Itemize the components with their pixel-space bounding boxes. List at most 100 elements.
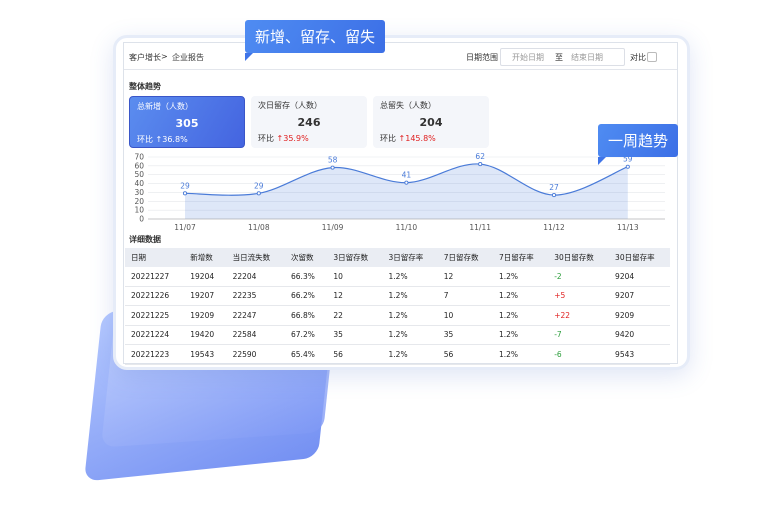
table-cell: 56 (437, 344, 493, 365)
breadcrumb-link[interactable]: 客户增长 (129, 53, 161, 62)
x-tick-label: 11/13 (617, 223, 639, 232)
kpi-label: 总新增（人数） (137, 102, 193, 111)
kpi-change-label: 环比 (380, 134, 396, 143)
table-cell: -6 (548, 344, 610, 365)
kpi-card: 总留失（人数） 204 环比 ↑145.8% (373, 96, 489, 148)
y-tick-label: 30 (134, 188, 144, 197)
kpi-label: 次日留存（人数） (258, 101, 322, 110)
kpi-card[interactable]: 总新增（人数） 305 环比 ↑36.8% (129, 96, 245, 148)
y-tick-label: 0 (139, 215, 144, 224)
table-cell: 12 (437, 267, 493, 287)
point (256, 191, 261, 196)
kpi-change: ↑145.8% (398, 134, 436, 143)
data-label: 41 (402, 171, 412, 180)
table-cell: 1.2% (492, 286, 549, 306)
start-date[interactable]: 开始日期 (512, 53, 544, 62)
table-cell: 9420 (609, 325, 670, 345)
table-header: 日期 新增数 当日流失数 次留数 3日留存数 3日留存率 7日留存数 7日留存率 30日留存数 3… (125, 248, 670, 267)
kpi-card: 次日留存（人数） 246 环比 ↑35.9% (251, 96, 367, 148)
table-cell: 35 (327, 325, 383, 345)
x-tick-label: 11/10 (396, 223, 418, 232)
table-cell: 20221226 (125, 286, 185, 306)
table-cell: 20221227 (125, 267, 185, 287)
table-cell: 22204 (226, 267, 286, 287)
data-label: 27 (549, 183, 559, 192)
callout: 一周趋势 (598, 124, 679, 165)
point (330, 165, 335, 170)
date-range-input[interactable] (500, 48, 625, 66)
column-header: 30日留存数 (548, 248, 610, 267)
table-cell: 10 (327, 267, 383, 287)
table-cell: 66.3% (285, 267, 328, 287)
column-header: 3日留存数 (327, 248, 383, 267)
table-cell: 56 (327, 344, 383, 365)
kpi-change-row: 环比 ↑35.9% (258, 133, 309, 144)
table-body: 20221227 19204 22204 66.3% 10 1.2% 12 1.2% -2 920… (125, 267, 670, 365)
table-cell: 19204 (184, 267, 227, 287)
table-cell: 9207 (609, 286, 670, 306)
kpi-change-label: 环比 (258, 134, 274, 143)
data-label: 59 (623, 155, 633, 164)
table-cell: 9204 (609, 267, 670, 287)
column-header: 次留数 (285, 248, 328, 267)
filter-label: 日期范围 (466, 53, 498, 62)
table-cell: 1.2% (382, 305, 438, 326)
detail-table: 日期 新增数 当日流失数 次留数 3日留存数 3日留存率 7日留存数 7日留存率 30日留存数 3… (125, 248, 670, 365)
table-cell: 12 (327, 286, 383, 306)
data-label: 29 (254, 181, 264, 190)
point (625, 164, 630, 169)
section-title: 详细数据 (129, 235, 161, 244)
end-date[interactable]: 结束日期 (571, 53, 603, 62)
table-cell: +22 (548, 305, 610, 326)
table-cell: 9543 (609, 344, 670, 365)
table-cell: +5 (548, 286, 610, 306)
table-row: 20221225 19209 22247 66.8% 22 1.2% 10 1.2% +22 92… (125, 305, 670, 326)
table-cell: 1.2% (492, 305, 549, 326)
compare-label: 对比 (630, 53, 646, 62)
point (182, 191, 188, 196)
table-cell: 19209 (184, 305, 227, 326)
table-cell: 1.2% (382, 344, 438, 365)
table-cell: 66.8% (285, 305, 328, 326)
column-header: 新增数 (184, 248, 227, 267)
data-label: 29 (180, 181, 190, 190)
table-cell: 67.2% (285, 325, 328, 345)
kpi-change: ↑35.9% (276, 134, 309, 143)
table-cell: 19420 (184, 325, 227, 345)
column-header: 30日留存率 (609, 248, 670, 267)
kpi-change-row: 环比 ↑36.8% (137, 134, 188, 145)
table-cell: 22 (327, 305, 383, 326)
table-cell: 19543 (184, 344, 227, 365)
table-cell: 22247 (226, 305, 286, 326)
x-tick-label: 11/09 (322, 223, 344, 232)
kpi-value: 204 (419, 116, 443, 129)
table-row: 20221226 19207 22235 66.2% 12 1.2% 7 1.2% +5 9207 (125, 286, 670, 306)
table-cell: -2 (548, 267, 610, 287)
point (551, 193, 557, 198)
data-label: 58 (328, 156, 338, 165)
breadcrumb-sep: > (161, 52, 168, 61)
table-cell: 22590 (226, 344, 286, 365)
column-header: 7日留存率 (492, 248, 549, 267)
range-to: 至 (555, 53, 563, 62)
y-tick-label: 70 (134, 153, 144, 162)
compare-checkbox[interactable] (647, 52, 657, 62)
y-tick-label: 20 (134, 197, 144, 206)
table-row: 20221223 19543 22590 65.4% 56 1.2% 56 1.2% -6 954… (125, 344, 670, 365)
table-cell: 35 (437, 325, 493, 345)
column-header: 3日留存率 (382, 248, 438, 267)
data-label: 62 (475, 152, 485, 161)
table-cell: 66.2% (285, 286, 328, 306)
x-tick-label: 11/08 (248, 223, 270, 232)
y-tick-label: 10 (134, 206, 144, 215)
y-tick-label: 40 (134, 179, 144, 188)
kpi-value: 305 (175, 117, 199, 130)
x-tick-label: 11/07 (174, 223, 196, 232)
report-header (124, 43, 677, 70)
kpi-value: 246 (297, 116, 321, 129)
table-row: 20221224 19420 22584 67.2% 35 1.2% 35 1.2% -7 942… (125, 325, 670, 345)
table-cell: 9209 (609, 305, 670, 326)
table-cell: 1.2% (382, 286, 438, 306)
